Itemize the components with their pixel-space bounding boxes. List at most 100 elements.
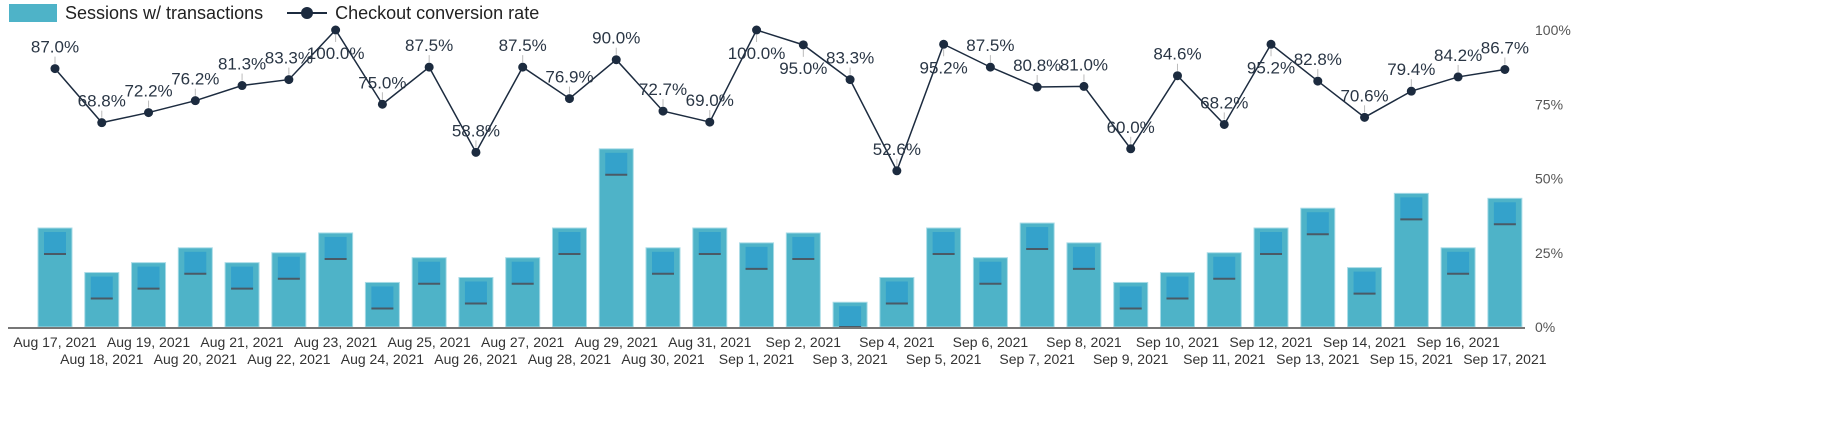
- x-tick-label: Sep 2, 2021: [766, 334, 842, 350]
- conversion-point: [1360, 112, 1370, 122]
- bar-inner-marker: [698, 232, 721, 254]
- conversion-data-label: 84.2%: [1434, 46, 1482, 65]
- conversion-data-label: 83.3%: [265, 49, 313, 68]
- right-y-tick-label: 50%: [1535, 171, 1563, 187]
- bar-inner-marker: [1400, 197, 1423, 220]
- x-tick-label: Aug 17, 2021: [13, 334, 97, 350]
- conversion-point: [1219, 119, 1229, 129]
- conversion-data-label: 100.0%: [307, 44, 365, 63]
- conversion-point: [1406, 86, 1416, 96]
- x-tick-label: Sep 8, 2021: [1046, 334, 1122, 350]
- conversion-line: [54, 28, 1505, 173]
- conversion-data-label: 70.6%: [1340, 86, 1388, 105]
- x-tick-label: Aug 27, 2021: [481, 334, 565, 350]
- bar-inner-marker: [792, 236, 815, 259]
- conversion-data-label: 84.6%: [1153, 45, 1201, 64]
- conversion-data-label: 75.0%: [358, 73, 406, 92]
- bar-inner-marker: [839, 306, 862, 327]
- conversion-point: [1313, 76, 1323, 86]
- conversion-data-label: 76.2%: [171, 70, 219, 89]
- x-tick-label: Sep 15, 2021: [1370, 351, 1454, 367]
- x-tick-label: Sep 3, 2021: [812, 351, 888, 367]
- conversion-data-label: 69.0%: [686, 91, 734, 110]
- conversion-point: [1172, 71, 1182, 81]
- legend-swatch-sessions[interactable]: [9, 4, 57, 22]
- x-tick-label: Aug 20, 2021: [154, 351, 238, 367]
- conversion-point: [939, 39, 949, 49]
- bar-inner-marker: [371, 286, 394, 309]
- x-tick-label: Sep 5, 2021: [906, 351, 982, 367]
- bar-inner-marker: [932, 232, 955, 254]
- right-y-tick-label: 100%: [1535, 22, 1571, 38]
- x-tick-label: Aug 21, 2021: [200, 334, 284, 350]
- conversion-data-label: 90.0%: [592, 29, 640, 48]
- conversion-point: [985, 62, 995, 72]
- x-tick-label: Aug 23, 2021: [294, 334, 378, 350]
- conversion-data-label: 87.5%: [499, 36, 547, 55]
- conversion-point: [284, 75, 294, 85]
- conversion-data-label: 52.6%: [873, 140, 921, 159]
- bar-inner-marker: [885, 281, 908, 304]
- bar-inner-marker: [1026, 227, 1049, 250]
- bar-inner-marker: [511, 261, 534, 284]
- conversion-point: [752, 25, 762, 35]
- conversion-data-label: 95.2%: [1247, 58, 1295, 77]
- bar-inner-marker: [558, 232, 581, 254]
- conversion-data-label: 72.2%: [124, 82, 172, 101]
- conversion-point: [97, 118, 107, 128]
- bar-inner-marker: [1072, 246, 1095, 269]
- conversion-point: [377, 99, 387, 109]
- conversion-point: [518, 62, 528, 72]
- conversion-point: [331, 25, 341, 35]
- bar: [598, 148, 634, 328]
- conversion-point: [564, 94, 574, 104]
- conversion-point: [1126, 144, 1136, 154]
- legend-marker-conversion[interactable]: [287, 4, 328, 22]
- conversion-point: [892, 166, 902, 176]
- bar-inner-marker: [324, 236, 347, 259]
- x-tick-label: Sep 10, 2021: [1136, 334, 1220, 350]
- conversion-data-label: 95.0%: [779, 59, 827, 78]
- conversion-data-label: 87.5%: [966, 36, 1014, 55]
- x-tick-label: Sep 12, 2021: [1229, 334, 1313, 350]
- conversion-data-label: 87.5%: [405, 36, 453, 55]
- conversion-data-label: 79.4%: [1387, 60, 1435, 79]
- conversion-data-label: 86.7%: [1481, 39, 1529, 58]
- conversion-data-label: 83.3%: [826, 49, 874, 68]
- x-tick-label: Sep 4, 2021: [859, 334, 935, 350]
- bar-inner-marker: [979, 261, 1002, 284]
- x-tick-label: Sep 9, 2021: [1093, 351, 1169, 367]
- conversion-point: [845, 75, 855, 85]
- x-tick-label: Sep 16, 2021: [1416, 334, 1500, 350]
- right-y-tick-label: 75%: [1535, 96, 1563, 112]
- right-y-tick-label: 25%: [1535, 245, 1563, 261]
- conversion-point: [1453, 72, 1463, 82]
- x-tick-label: Aug 24, 2021: [341, 351, 425, 367]
- legend-label-conversion[interactable]: Checkout conversion rate: [335, 2, 540, 23]
- conversion-point: [611, 55, 621, 65]
- bar-inner-marker: [1353, 271, 1376, 294]
- bar-inner-marker: [231, 266, 254, 289]
- x-tick-label: Aug 28, 2021: [528, 351, 612, 367]
- x-tick-label: Sep 11, 2021: [1183, 351, 1265, 367]
- conversion-point: [1032, 82, 1042, 92]
- bar-inner-marker: [1119, 286, 1142, 309]
- conversion-point: [1079, 81, 1089, 91]
- legend-label-sessions[interactable]: Sessions w/ transactions: [65, 2, 264, 23]
- legend: Sessions w/ transactions Checkout conver…: [0, 0, 539, 26]
- bar-inner-marker: [44, 232, 66, 254]
- x-tick-label: Aug 18, 2021: [60, 351, 144, 367]
- bar-inner-marker: [277, 256, 300, 279]
- bar-inner-marker: [1213, 256, 1236, 279]
- x-tick-label: Sep 17, 2021: [1463, 351, 1547, 367]
- conversion-data-label: 87.0%: [31, 38, 79, 57]
- x-tick-label: Sep 7, 2021: [999, 351, 1075, 367]
- conversion-point: [1500, 65, 1510, 75]
- conversion-data-label: 68.8%: [78, 92, 126, 111]
- x-tick-label: Aug 30, 2021: [621, 351, 705, 367]
- conversion-point: [1266, 39, 1276, 49]
- x-tick-label: Sep 6, 2021: [953, 334, 1029, 350]
- conversion-point: [658, 106, 668, 116]
- bar-inner-marker: [1260, 232, 1283, 254]
- x-tick-label: Aug 25, 2021: [388, 334, 472, 350]
